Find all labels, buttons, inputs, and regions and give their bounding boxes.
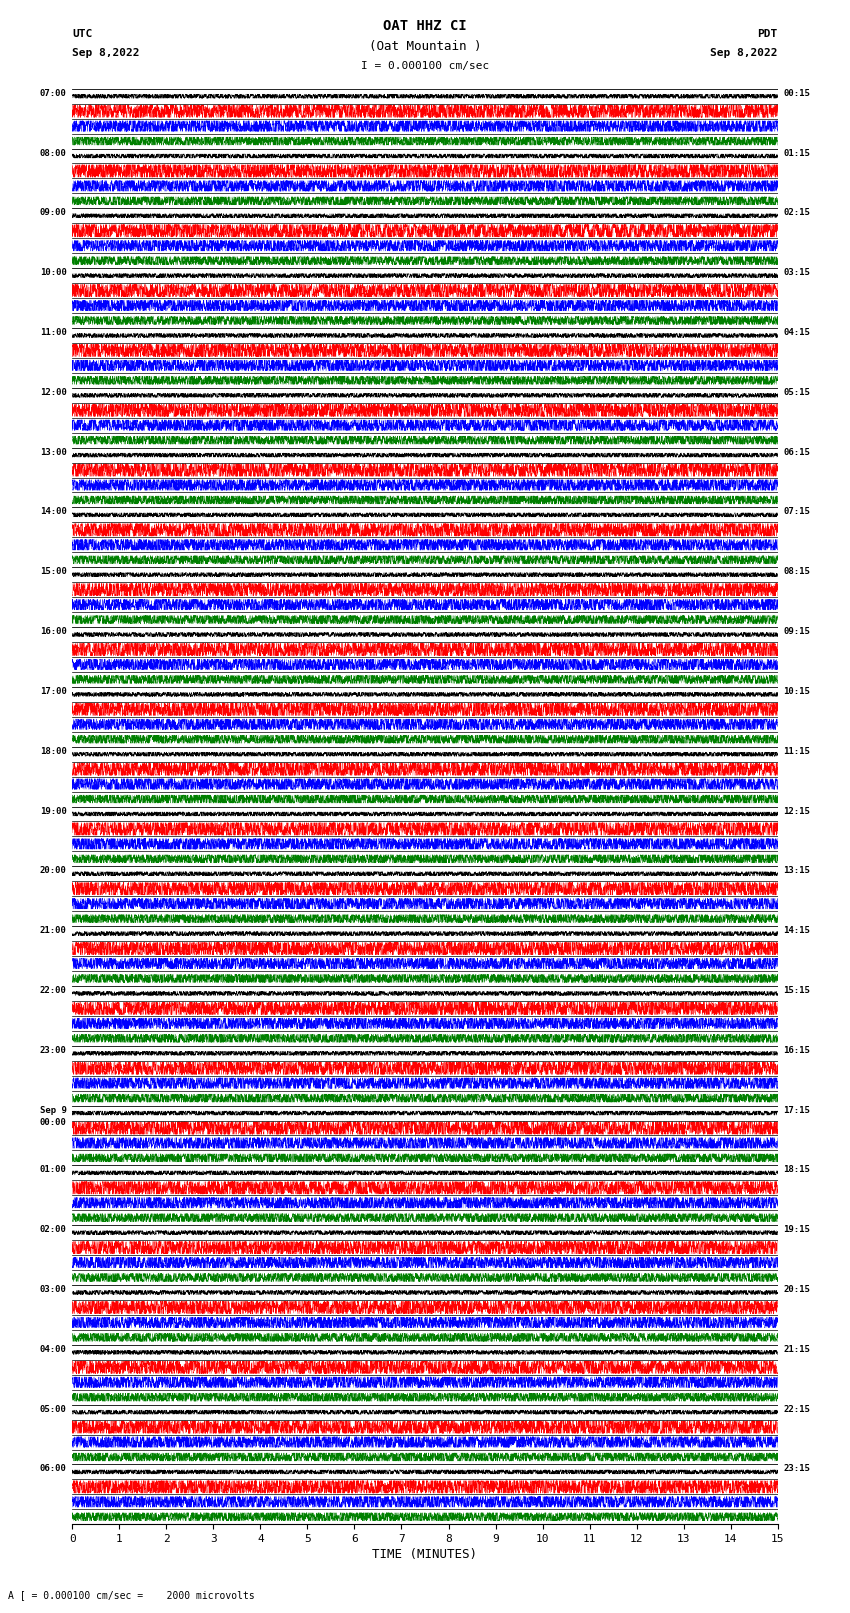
Text: 10:00: 10:00 [40, 268, 66, 277]
Text: 22:15: 22:15 [784, 1405, 810, 1413]
Text: 11:15: 11:15 [784, 747, 810, 755]
Text: 17:15: 17:15 [784, 1105, 810, 1115]
Text: PDT: PDT [757, 29, 778, 39]
Text: 18:15: 18:15 [784, 1165, 810, 1174]
Text: Sep 9: Sep 9 [40, 1105, 66, 1115]
Text: 19:15: 19:15 [784, 1226, 810, 1234]
Text: 15:00: 15:00 [40, 568, 66, 576]
Text: (Oat Mountain ): (Oat Mountain ) [369, 40, 481, 53]
Text: 01:15: 01:15 [784, 148, 810, 158]
Text: OAT HHZ CI: OAT HHZ CI [383, 19, 467, 34]
Text: 06:00: 06:00 [40, 1465, 66, 1473]
Text: 23:00: 23:00 [40, 1045, 66, 1055]
Text: Sep 8,2022: Sep 8,2022 [711, 48, 778, 58]
Text: 19:00: 19:00 [40, 806, 66, 816]
Text: 16:15: 16:15 [784, 1045, 810, 1055]
Text: 10:15: 10:15 [784, 687, 810, 695]
Text: I = 0.000100 cm/sec: I = 0.000100 cm/sec [361, 61, 489, 71]
Text: 08:15: 08:15 [784, 568, 810, 576]
Text: 00:15: 00:15 [784, 89, 810, 98]
Text: UTC: UTC [72, 29, 93, 39]
Text: 00:00: 00:00 [40, 1118, 66, 1127]
Text: 12:00: 12:00 [40, 387, 66, 397]
Text: 07:00: 07:00 [40, 89, 66, 98]
Text: 21:00: 21:00 [40, 926, 66, 936]
Text: 06:15: 06:15 [784, 448, 810, 456]
Text: 13:15: 13:15 [784, 866, 810, 876]
Text: 13:00: 13:00 [40, 448, 66, 456]
Text: Sep 8,2022: Sep 8,2022 [72, 48, 139, 58]
X-axis label: TIME (MINUTES): TIME (MINUTES) [372, 1548, 478, 1561]
Text: 17:00: 17:00 [40, 687, 66, 695]
Text: 20:15: 20:15 [784, 1286, 810, 1294]
Text: 18:00: 18:00 [40, 747, 66, 755]
Text: 22:00: 22:00 [40, 986, 66, 995]
Text: 09:00: 09:00 [40, 208, 66, 218]
Text: 23:15: 23:15 [784, 1465, 810, 1473]
Text: 21:15: 21:15 [784, 1345, 810, 1353]
Text: 09:15: 09:15 [784, 627, 810, 636]
Text: 02:15: 02:15 [784, 208, 810, 218]
Text: 04:15: 04:15 [784, 327, 810, 337]
Text: A [ = 0.000100 cm/sec =    2000 microvolts: A [ = 0.000100 cm/sec = 2000 microvolts [8, 1590, 255, 1600]
Text: 04:00: 04:00 [40, 1345, 66, 1353]
Text: 02:00: 02:00 [40, 1226, 66, 1234]
Text: 12:15: 12:15 [784, 806, 810, 816]
Text: 03:00: 03:00 [40, 1286, 66, 1294]
Text: 01:00: 01:00 [40, 1165, 66, 1174]
Text: 20:00: 20:00 [40, 866, 66, 876]
Text: 14:15: 14:15 [784, 926, 810, 936]
Text: 14:00: 14:00 [40, 508, 66, 516]
Text: 05:15: 05:15 [784, 387, 810, 397]
Text: 05:00: 05:00 [40, 1405, 66, 1413]
Text: 11:00: 11:00 [40, 327, 66, 337]
Text: 16:00: 16:00 [40, 627, 66, 636]
Text: 07:15: 07:15 [784, 508, 810, 516]
Text: 08:00: 08:00 [40, 148, 66, 158]
Text: 03:15: 03:15 [784, 268, 810, 277]
Text: 15:15: 15:15 [784, 986, 810, 995]
